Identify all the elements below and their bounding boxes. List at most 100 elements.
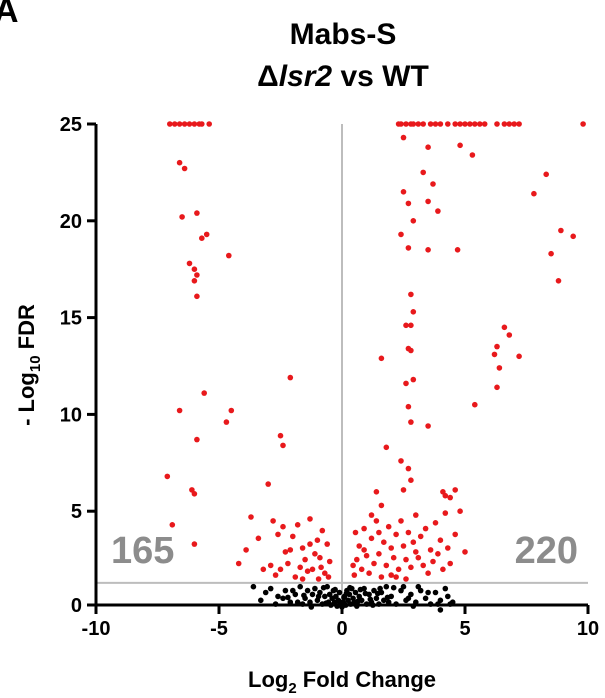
significant-gene-point [405, 200, 412, 207]
significant-gene-point [206, 121, 212, 127]
significant-gene-point [378, 355, 385, 362]
significant-gene-point [496, 365, 503, 371]
non-significant-gene-point [285, 594, 291, 601]
non-significant-gene-point [383, 583, 390, 590]
significant-gene-point [287, 547, 294, 553]
significant-gene-point [481, 121, 488, 127]
non-significant-gene-point [312, 585, 318, 592]
significant-gene-point [235, 560, 242, 567]
significant-gene-point [181, 165, 188, 172]
significant-gene-point [506, 332, 513, 338]
significant-gene-point [400, 543, 407, 549]
x-axis-label: Log2 Fold Change [248, 667, 436, 697]
threshold-lines [96, 124, 588, 605]
non-significant-gene-point [400, 583, 407, 590]
non-significant-gene-point [315, 593, 322, 600]
significant-gene-point [442, 510, 449, 516]
significant-gene-point [282, 549, 289, 555]
x-label-sub: 2 [288, 680, 296, 697]
significant-gene-point [351, 572, 358, 578]
y-label-sub: 10 [27, 355, 44, 372]
significant-gene-point [440, 566, 446, 573]
significant-gene-point [312, 551, 318, 557]
significant-gene-point [299, 545, 306, 551]
significant-gene-point [398, 458, 404, 464]
significant-gene-point [176, 121, 183, 127]
non-significant-gene-point [367, 596, 374, 603]
significant-gene-point [186, 121, 193, 127]
title-suffix: vs WT [332, 60, 429, 93]
significant-gene-point [277, 566, 284, 573]
significant-gene-point [176, 407, 183, 414]
significant-gene-point [280, 442, 286, 449]
significant-gene-point [358, 566, 365, 573]
significant-gene-point [297, 564, 304, 571]
significant-gene-point [376, 551, 382, 557]
non-significant-gene-point [437, 607, 444, 613]
significant-gene-point [420, 562, 427, 569]
significant-gene-point [292, 574, 299, 580]
significant-gene-point [403, 556, 409, 563]
significant-gene-point [558, 227, 564, 234]
significant-gene-point [430, 181, 436, 187]
significant-gene-point [400, 134, 407, 141]
significant-gene-point [415, 554, 422, 561]
significant-gene-point [501, 324, 508, 331]
non-significant-gene-point [280, 595, 286, 602]
significant-gene-point [445, 121, 451, 127]
significant-gene-point [319, 527, 326, 534]
non-significant-gene-point [362, 590, 369, 597]
significant-gene-point [309, 566, 316, 573]
significant-gene-point [317, 554, 323, 561]
y-tick-label: 5 [71, 501, 82, 523]
significant-gene-point [543, 171, 549, 178]
significant-gene-point [405, 529, 412, 536]
significant-gene-point [435, 551, 441, 557]
significant-gene-point [413, 549, 419, 555]
significant-gene-point [322, 570, 328, 576]
significant-gene-point [378, 502, 385, 509]
significant-gene-point [403, 322, 409, 329]
significant-gene-point [501, 121, 508, 127]
significant-gene-point [186, 260, 193, 267]
significant-gene-point [167, 121, 173, 127]
significant-gene-point [267, 562, 274, 569]
significant-gene-point [420, 169, 427, 176]
count-upregulated: 220 [515, 530, 578, 572]
significant-gene-point [462, 121, 468, 127]
significant-gene-point [307, 516, 313, 522]
significant-gene-point [179, 214, 185, 220]
significant-gene-point [467, 121, 473, 127]
y-label-rest: FDR [14, 304, 39, 355]
significant-gene-point [243, 547, 249, 553]
significant-gene-point [398, 121, 404, 127]
non-significant-gene-point [422, 595, 429, 602]
significant-gene-point [272, 572, 279, 578]
non-significant-gene-point [357, 586, 364, 593]
significant-gene-point [570, 233, 576, 240]
significant-gene-point [427, 547, 434, 553]
significant-gene-point [491, 351, 498, 358]
significant-gene-point [398, 231, 404, 238]
non-significant-gene-point [332, 586, 338, 593]
non-significant-gene-point [262, 589, 269, 596]
significant-gene-point [350, 562, 356, 569]
significant-gene-point [361, 525, 367, 532]
non-significant-gene-point [442, 585, 449, 592]
significant-gene-point [457, 121, 463, 127]
significant-gene-point [194, 293, 200, 300]
significant-gene-point [368, 512, 375, 518]
significant-gene-point [413, 512, 419, 518]
significant-gene-point [405, 245, 412, 251]
significant-gene-point [260, 566, 267, 573]
significant-gene-point [194, 272, 200, 278]
non-significant-gene-point [258, 597, 264, 604]
significant-gene-point [191, 266, 198, 273]
significant-gene-point [472, 401, 478, 408]
significant-gene-point [511, 121, 517, 127]
significant-gene-point [191, 278, 198, 284]
significant-gene-point [494, 343, 500, 350]
significant-gene-point [408, 564, 414, 571]
non-significant-gene-point [322, 593, 328, 600]
y-tick-label: 0 [71, 595, 82, 617]
